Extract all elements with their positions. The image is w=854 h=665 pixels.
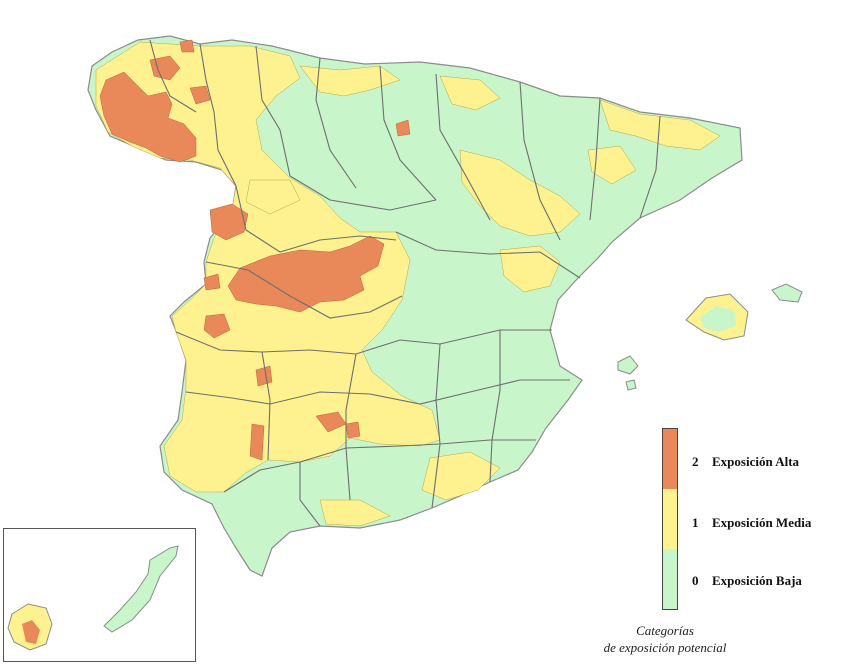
legend-swatch-baja (663, 549, 677, 609)
legend-color-bar (662, 428, 678, 610)
legend-item-media: 1 Exposición Media (692, 515, 811, 531)
legend-swatch-alta (663, 429, 677, 489)
canary-islands-inset-frame (3, 528, 196, 662)
legend-label-alta: Exposición Alta (712, 454, 800, 469)
legend-item-baja: 0 Exposición Baja (692, 573, 802, 589)
ibiza (617, 355, 639, 375)
legend-label-media: Exposición Media (712, 515, 812, 530)
legend-caption-line2: de exposición potencial (603, 640, 727, 655)
legend-caption-line1: Categorías (636, 623, 694, 638)
gran-canaria-alta (22, 620, 40, 644)
legend-label-baja: Exposición Baja (712, 573, 802, 588)
legend-swatch-media (663, 489, 677, 549)
legend-item-alta: 2 Exposición Alta (692, 454, 799, 470)
alta-zones (99, 39, 411, 461)
province-borders (149, 39, 661, 527)
formentera (625, 379, 637, 391)
menorca (771, 283, 803, 303)
mallorca-baja (700, 306, 736, 332)
fuerteventura (103, 545, 179, 633)
legend-num-baja: 0 (692, 573, 699, 588)
legend-num-media: 1 (692, 515, 699, 530)
legend-num-alta: 2 (692, 454, 699, 469)
